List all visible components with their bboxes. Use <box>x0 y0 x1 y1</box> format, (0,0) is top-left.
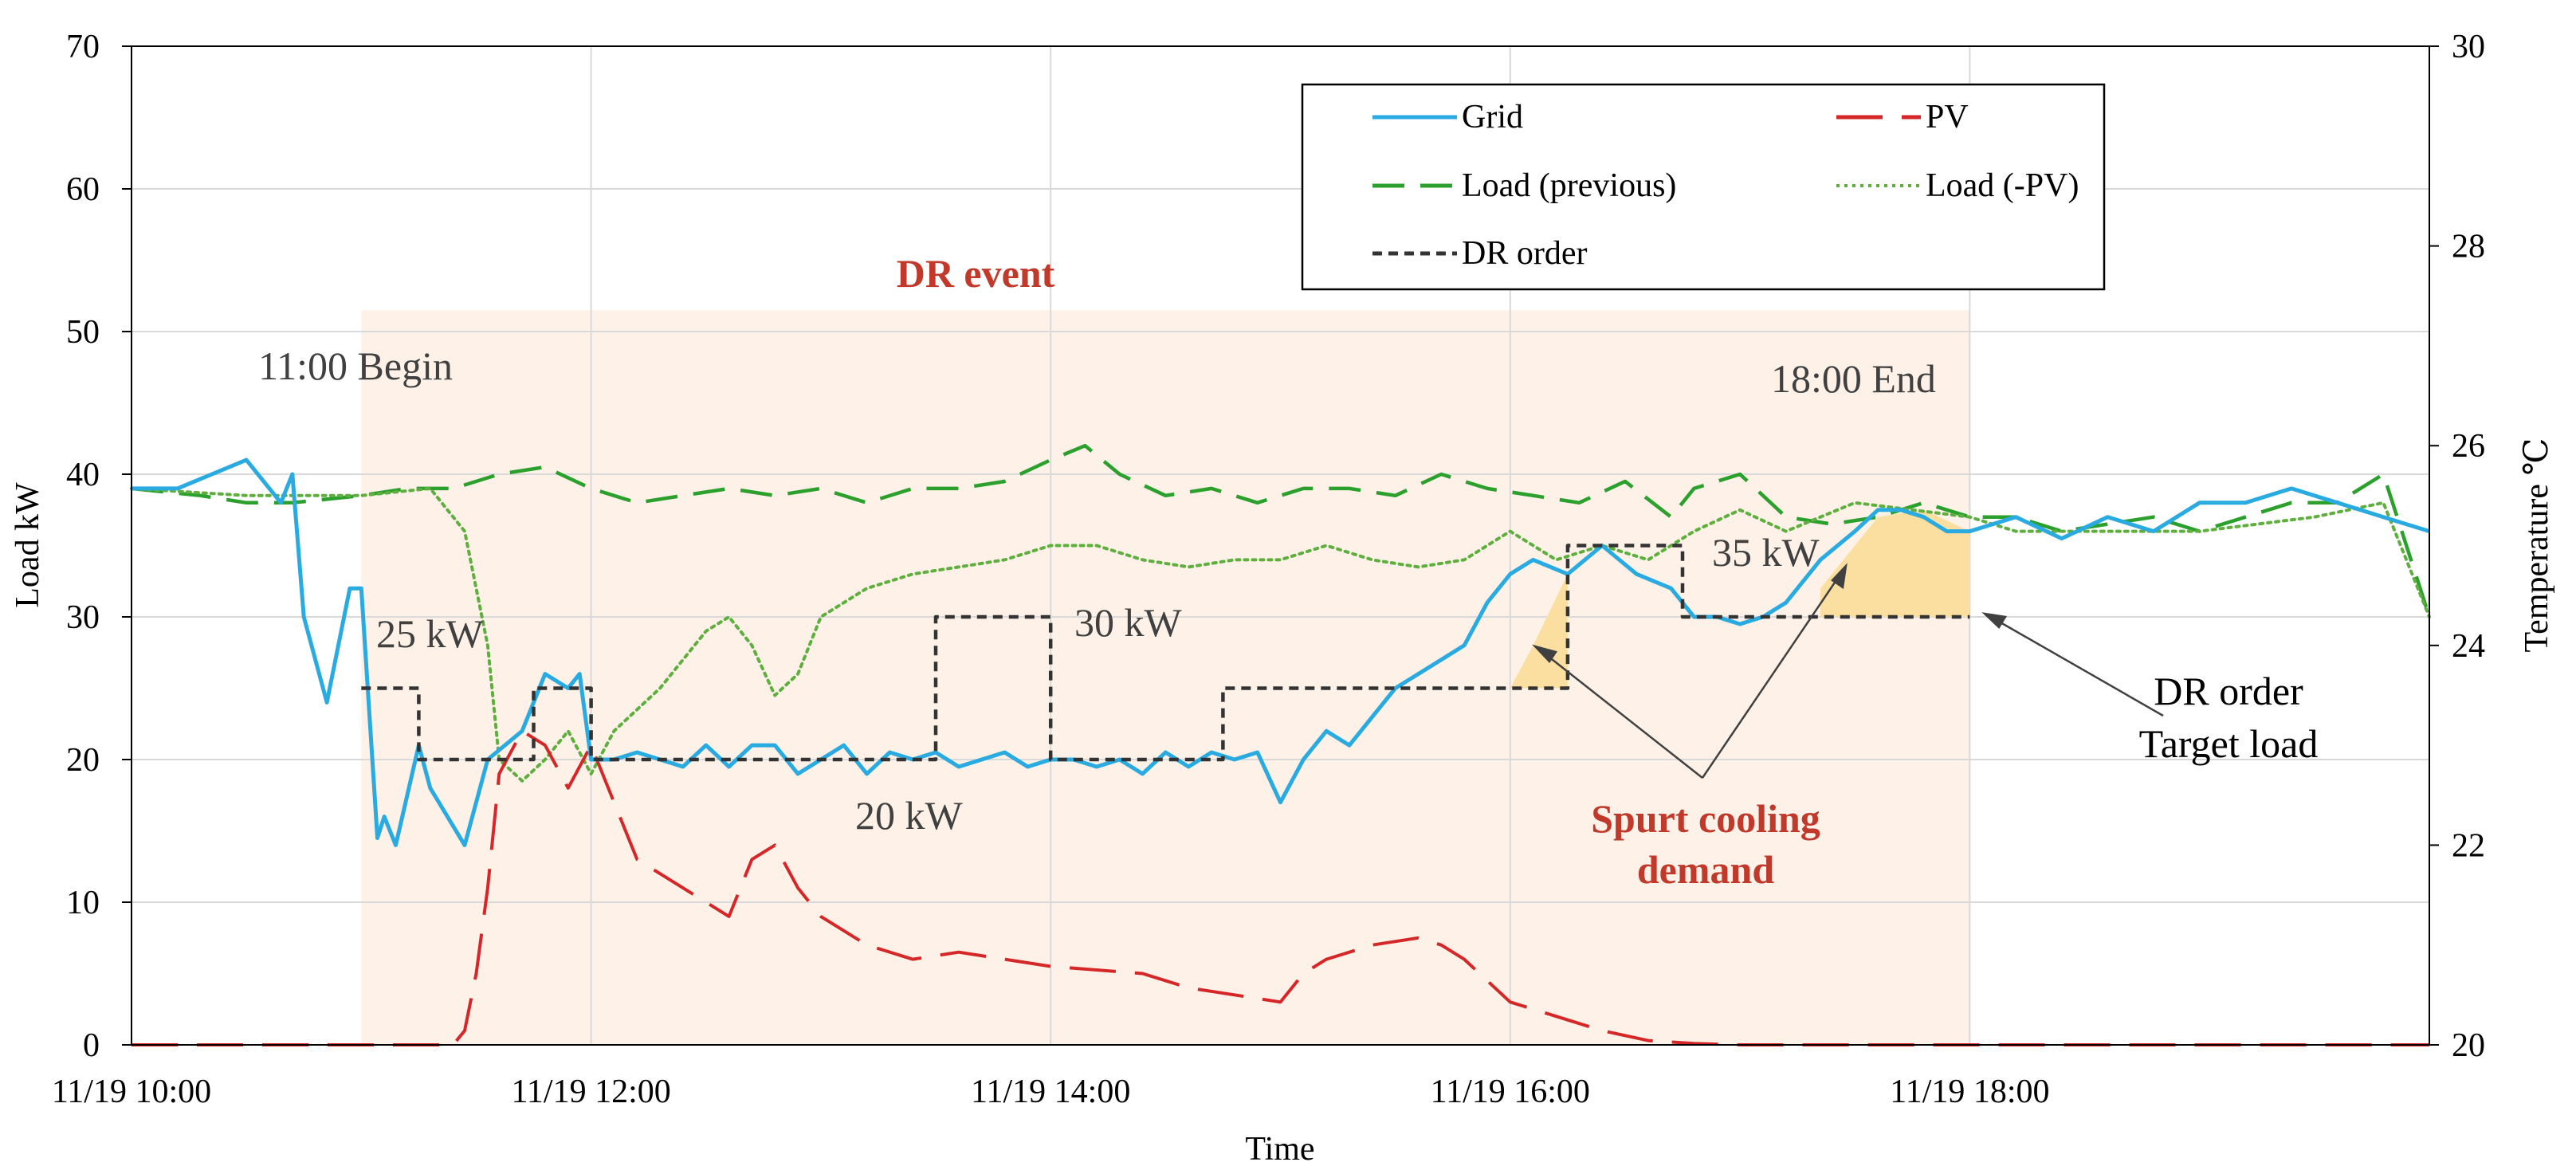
y2-axis-label: Temperature ℃ <box>2519 438 2555 652</box>
y2-tick-label: 26 <box>2452 428 2485 465</box>
x-axis-label: Time <box>1245 1131 1314 1168</box>
series-line-pv <box>132 729 2429 1046</box>
legend-label-load-previous: Load (previous) <box>1462 167 1676 204</box>
x-tick-label: 11/19 16:00 <box>1431 1074 1590 1110</box>
y-axis-label: Load kW <box>10 482 46 608</box>
y-tick-label: 70 <box>66 29 100 65</box>
legend-label-grid: Grid <box>1462 99 1523 135</box>
x-tick-label: 11/19 14:00 <box>971 1074 1130 1110</box>
arrow-spurt-1 <box>1544 653 1703 779</box>
legend-label-load-pv: Load (-PV) <box>1926 167 2079 204</box>
y2-tick-label: 30 <box>2452 29 2485 65</box>
y2-axis-ticks: 20 22 24 26 28 30 <box>2429 29 2485 1064</box>
y-tick-label: 30 <box>66 599 100 636</box>
series-line-load-pv <box>130 486 2431 783</box>
dr-order-label-line1: DR order <box>2154 669 2303 713</box>
y-tick-label: 0 <box>83 1027 100 1064</box>
dr-event-region <box>361 310 1970 1045</box>
y2-tick-label: 28 <box>2452 229 2485 265</box>
plot-frame <box>131 45 2430 1046</box>
dr-order-label-line2: Target load <box>2139 721 2319 766</box>
legend-label-dr-order: DR order <box>1462 235 1587 272</box>
arrow-spurt-2-head <box>1831 563 1848 590</box>
y-tick-label: 40 <box>66 457 100 493</box>
arrow-dr-order <box>1994 618 2164 717</box>
y-tick-label: 20 <box>66 742 100 779</box>
series-layer <box>130 443 2432 1046</box>
x-tick-label: 11/19 10:00 <box>52 1074 211 1110</box>
y2-tick-label: 22 <box>2452 827 2485 864</box>
x-tick-label: 11/19 18:00 <box>1890 1074 2049 1110</box>
y-tick-label: 10 <box>66 885 100 921</box>
legend: Grid PV Load (previous) Load (-PV) DR or… <box>1301 83 2106 291</box>
series-line-grid <box>132 457 2430 847</box>
y-tick-label: 50 <box>66 314 100 351</box>
series-line-dr-order <box>361 544 1970 762</box>
spurt-label-line1: Spurt cooling <box>1591 796 1820 841</box>
arrow-spurt-2 <box>1701 575 1841 779</box>
y2-tick-label: 24 <box>2452 628 2485 665</box>
label-20kw: 20 kW <box>855 793 964 838</box>
label-25kw: 25 kW <box>376 611 485 656</box>
x-axis-ticks: 11/19 10:00 11/19 12:00 11/19 14:00 11/19 1… <box>52 1074 2050 1110</box>
legend-label-pv: PV <box>1926 99 1969 135</box>
dr-event-label: DR event <box>897 251 1055 296</box>
end-label: 18:00 End <box>1771 356 1936 401</box>
arrow-spurt-1-head <box>1532 644 1558 663</box>
begin-label: 11:00 Begin <box>258 344 453 388</box>
arrow-dr-order-head <box>1981 612 2008 629</box>
annotation-arrows <box>1532 563 2164 779</box>
y-tick-label: 60 <box>66 171 100 208</box>
spurt-label-line2: demand <box>1637 847 1774 892</box>
y2-tick-label: 20 <box>2452 1027 2485 1064</box>
spurt-cooling-area <box>1820 509 1970 617</box>
label-30kw: 30 kW <box>1074 600 1183 645</box>
x-tick-label: 11/19 12:00 <box>511 1074 670 1110</box>
y-axis-ticks: 0 10 20 30 40 50 60 70 <box>66 29 132 1064</box>
label-35kw: 35 kW <box>1712 530 1820 575</box>
